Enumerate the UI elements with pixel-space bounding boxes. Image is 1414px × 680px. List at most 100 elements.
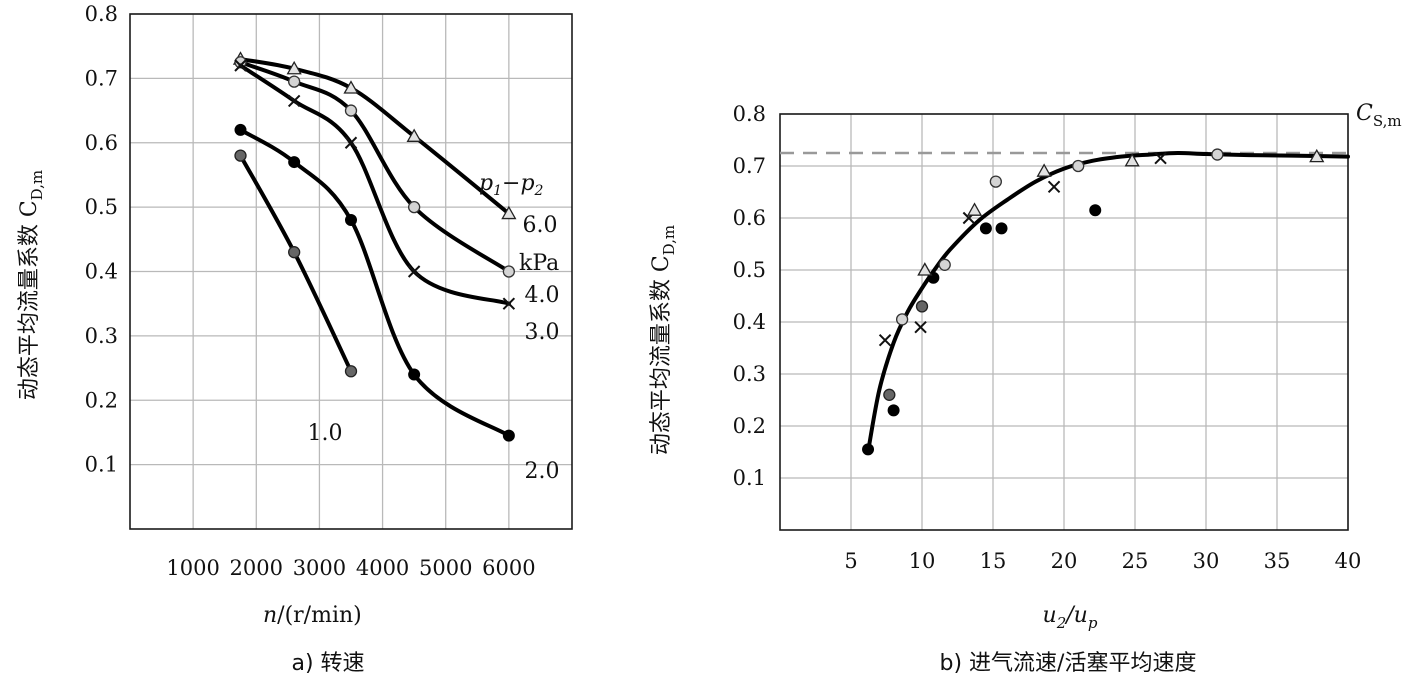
chart-b-reference-label: CS,m (1356, 101, 1402, 130)
fit-curve (866, 150, 1350, 454)
data-point (883, 388, 896, 401)
data-point (288, 75, 301, 88)
y-tick-label: 0.5 (733, 258, 766, 282)
data-point (344, 365, 358, 378)
y-tick-label: 0.3 (85, 324, 118, 348)
x-tick-label: 6000 (482, 556, 535, 580)
data-point (286, 60, 302, 75)
y-tick-label: 0.8 (85, 2, 118, 26)
data-point (345, 214, 357, 226)
chart-a: 0.1 0.2 0.3 0.4 0.5 0.6 0.7 0.8 1000 2000 3000 400… (17, 2, 573, 676)
data-point (407, 265, 421, 278)
chart-b-x-axis-label: u2/up (1043, 603, 1098, 632)
data-point (887, 404, 900, 417)
chart-b: 0.1 0.2 0.3 0.4 0.5 0.6 0.7 0.8 5 10 15 20 25 30 35 40… (649, 101, 1402, 676)
data-point (979, 222, 992, 235)
y-tick-label: 0.1 (85, 453, 118, 477)
chart-b-y-axis-label: 动态平均流量系数 CD,m (649, 225, 678, 455)
data-point (234, 59, 247, 72)
data-point (1309, 148, 1325, 163)
x-tick-label: 5 (844, 549, 857, 573)
chart-a-frame (129, 13, 573, 530)
data-point (995, 222, 1008, 235)
data-point (406, 128, 422, 142)
chart-a-x-axis-label: n/(r/min) (263, 603, 362, 628)
data-point (895, 313, 909, 326)
chart-b-grid (780, 113, 1349, 530)
data-point (343, 80, 359, 94)
y-tick-label: 0.4 (85, 260, 118, 284)
x-tick-label: 30 (1193, 549, 1220, 573)
data-point (288, 156, 301, 169)
chart-b-caption: b) 进气流速/活塞平均速度 (940, 651, 1197, 676)
y-tick-label: 0.5 (85, 195, 118, 219)
series-line-3.0 (238, 63, 511, 306)
x-tick-label: 1000 (166, 556, 219, 580)
chart-b-x-ticks: 5 10 15 20 25 30 35 40 (844, 549, 1361, 573)
chart-a-legend-title: p1−p2 (479, 171, 544, 199)
x-tick-label: 25 (1122, 549, 1149, 573)
chart-a-y-ticks: 0.1 0.2 0.3 0.4 0.5 0.6 0.7 0.8 (85, 2, 118, 477)
series-line-1.0 (238, 153, 353, 374)
series-label-2.0: 2.0 (525, 459, 560, 484)
data-point (1036, 163, 1052, 177)
data-point (501, 205, 517, 220)
y-tick-label: 0.6 (85, 131, 118, 155)
series-label-3.0: 3.0 (525, 320, 560, 345)
data-point (966, 202, 983, 216)
y-tick-label: 0.6 (733, 206, 766, 230)
data-point (234, 123, 247, 136)
data-point (344, 136, 358, 149)
y-tick-label: 0.3 (733, 362, 766, 386)
x-tick-label: 5000 (419, 556, 472, 580)
x-tick-label: 4000 (356, 556, 409, 580)
y-tick-label: 0.4 (733, 310, 766, 334)
series-label-4.0: 4.0 (525, 283, 560, 308)
x-tick-label: 10 (909, 549, 936, 573)
series-line-6.0 (238, 57, 511, 216)
y-tick-label: 0.2 (85, 388, 118, 412)
y-tick-label: 0.7 (85, 66, 118, 90)
series-label-1.0: 1.0 (308, 421, 343, 446)
x-tick-label: 15 (980, 549, 1007, 573)
data-point (287, 94, 301, 108)
data-point (344, 104, 358, 117)
chart-a-unit-label: kPa (519, 251, 559, 276)
y-tick-label: 0.8 (733, 102, 766, 126)
x-tick-label: 35 (1264, 549, 1291, 573)
data-point (914, 320, 927, 334)
x-tick-label: 2000 (230, 556, 283, 580)
data-point (502, 297, 516, 310)
y-tick-label: 0.7 (733, 154, 766, 178)
chart-a-x-ticks: 1000 2000 3000 4000 5000 6000 (166, 556, 535, 580)
chart-b-frame (779, 113, 1349, 531)
x-tick-label: 20 (1051, 549, 1078, 573)
series-line-4.0 (238, 60, 511, 274)
data-point (938, 258, 951, 271)
x-tick-label: 40 (1335, 549, 1362, 573)
data-point (989, 175, 1002, 188)
data-point (234, 149, 247, 162)
data-point (878, 333, 892, 347)
data-point (1047, 180, 1061, 194)
x-tick-label: 3000 (293, 556, 346, 580)
data-point (502, 429, 515, 442)
data-point (1089, 204, 1102, 217)
data-point (915, 300, 929, 313)
data-point (502, 265, 516, 278)
y-tick-label: 0.2 (733, 414, 766, 438)
series-line-2.0 (238, 127, 511, 438)
data-point (1124, 152, 1140, 167)
data-point (408, 368, 421, 381)
data-point (1072, 159, 1085, 173)
data-point (917, 262, 933, 276)
data-point (407, 200, 421, 214)
chart-b-series (862, 148, 1350, 456)
data-point (1154, 151, 1167, 165)
chart-a-caption: a) 转速 (291, 651, 364, 676)
data-point (1211, 148, 1224, 161)
chart-a-series-labels: 6.0 4.0 3.0 2.0 1.0 (308, 213, 560, 484)
data-point (862, 443, 875, 456)
data-point (288, 246, 301, 259)
